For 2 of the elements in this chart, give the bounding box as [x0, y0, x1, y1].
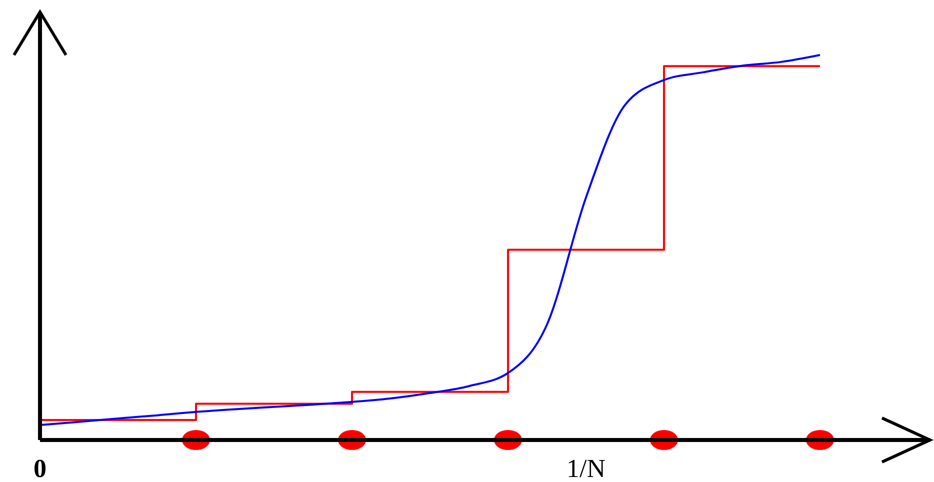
x-tick-label: 1/N — [566, 454, 606, 482]
x-tick-label: 0 — [34, 454, 46, 482]
